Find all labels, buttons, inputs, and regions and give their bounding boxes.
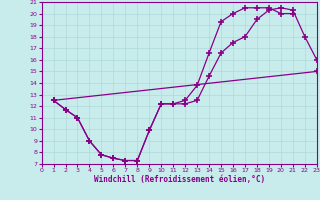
X-axis label: Windchill (Refroidissement éolien,°C): Windchill (Refroidissement éolien,°C) xyxy=(94,175,265,184)
